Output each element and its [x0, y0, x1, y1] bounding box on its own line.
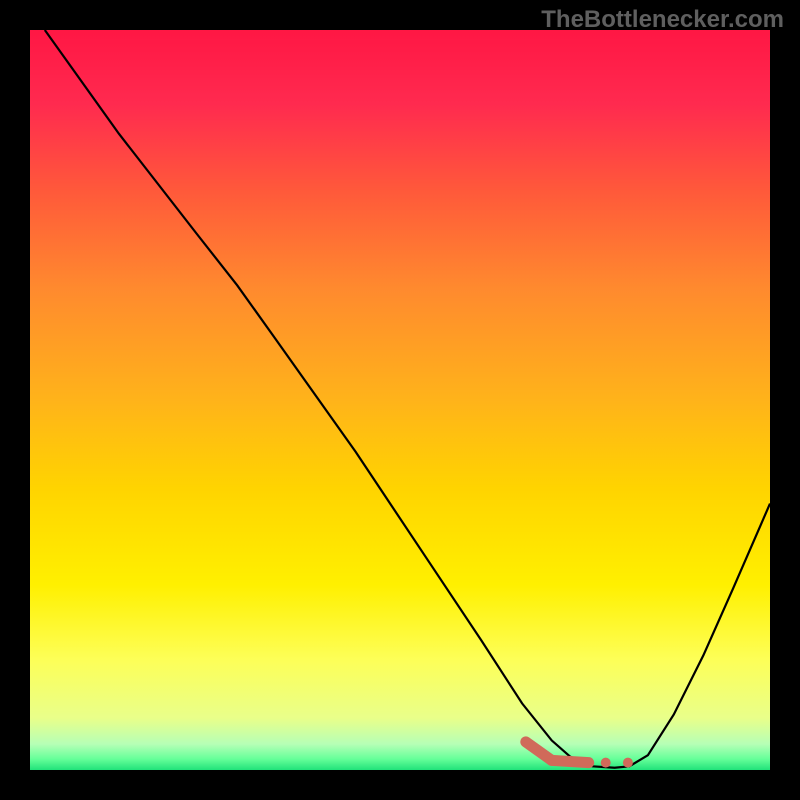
bottleneck-chart [0, 0, 800, 800]
bottom-marker-segment [552, 760, 589, 762]
bottom-marker-dot [601, 758, 611, 768]
stage: TheBottlenecker.com [0, 0, 800, 800]
plot-background [30, 30, 770, 770]
watermark-text: TheBottlenecker.com [541, 6, 784, 34]
bottom-marker-dot [623, 758, 633, 768]
